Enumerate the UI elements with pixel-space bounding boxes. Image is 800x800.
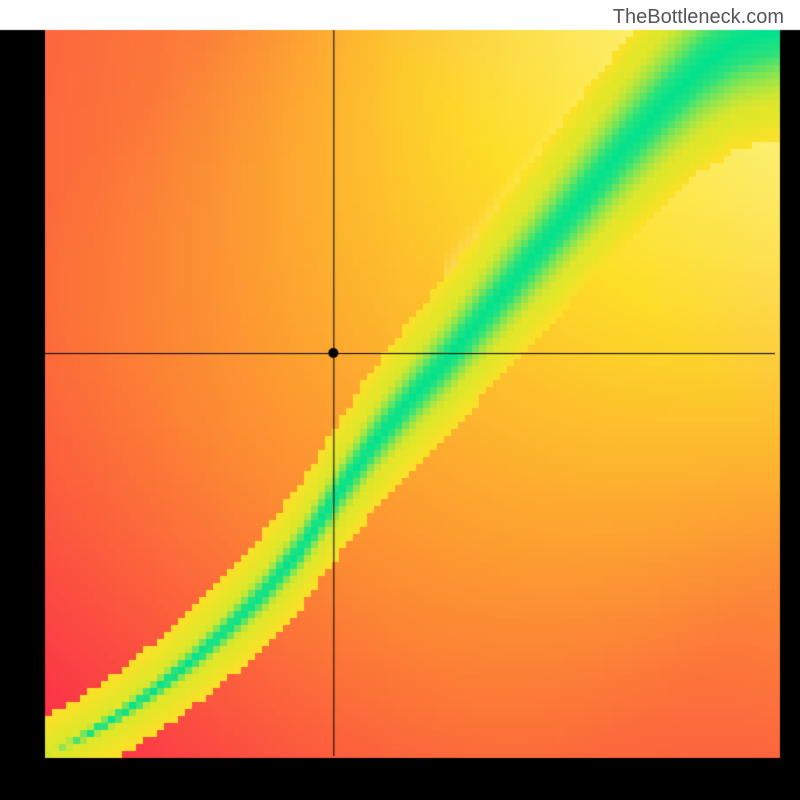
heatmap-canvas xyxy=(0,0,800,800)
watermark-text: TheBottleneck.com xyxy=(613,6,784,29)
chart-container: TheBottleneck.com xyxy=(0,0,800,800)
